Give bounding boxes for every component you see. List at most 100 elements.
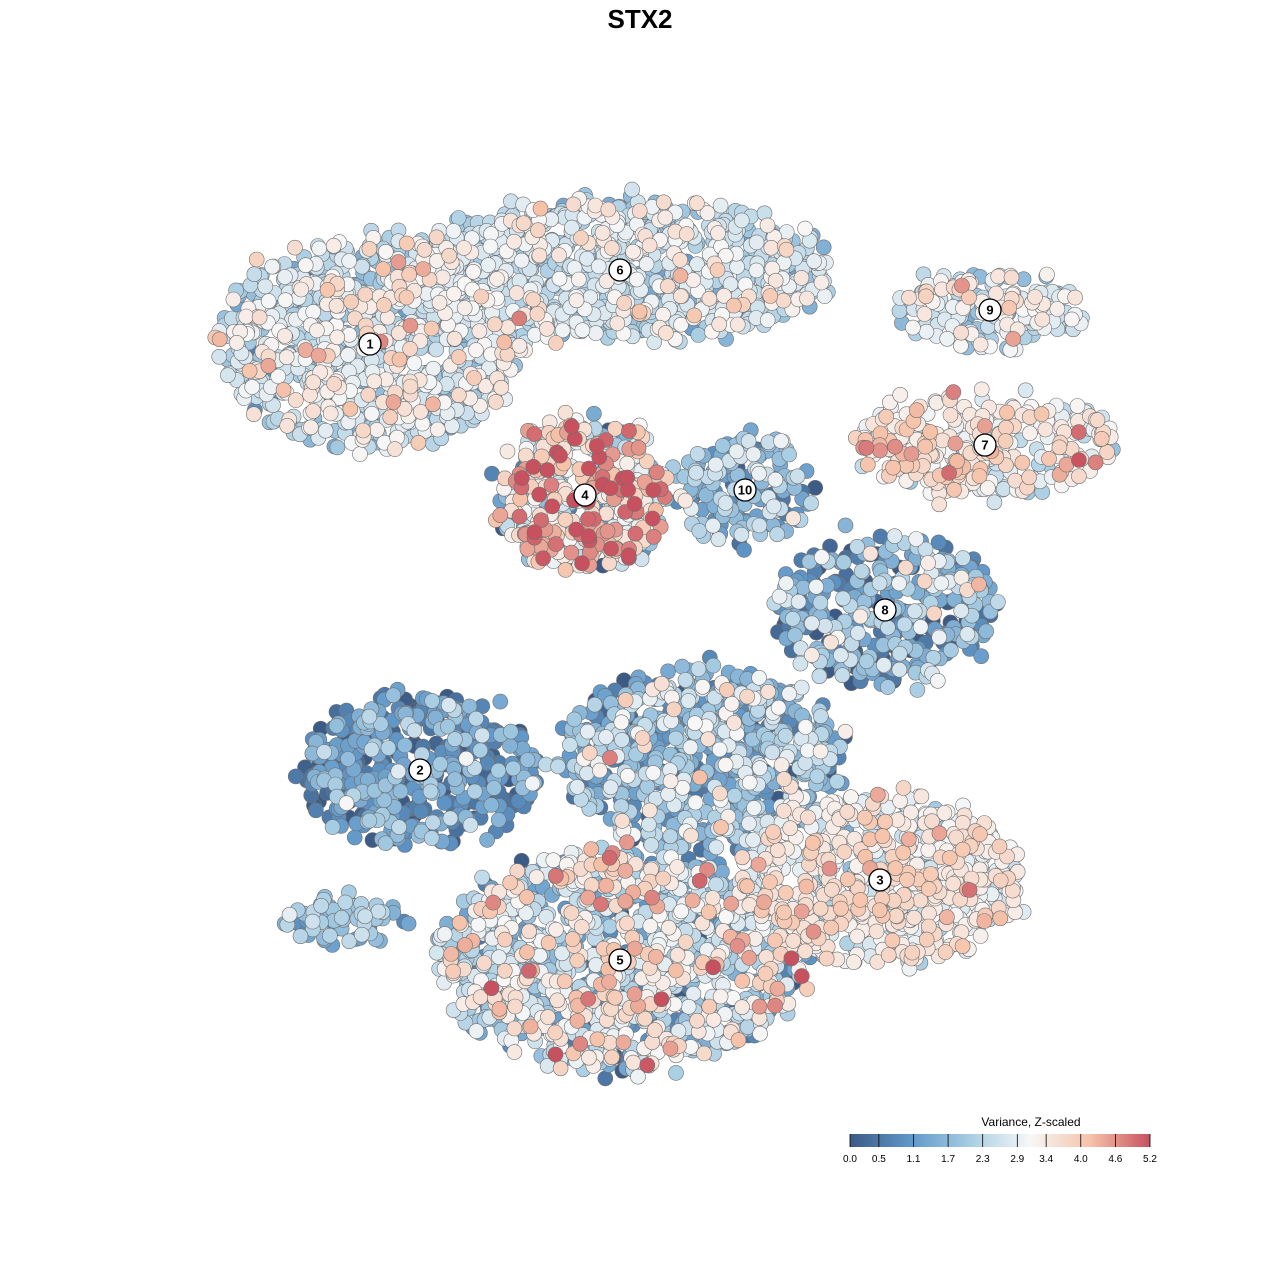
data-point xyxy=(586,696,603,713)
data-point xyxy=(682,739,699,756)
data-point xyxy=(645,765,662,781)
data-point xyxy=(714,437,731,454)
data-point xyxy=(707,456,724,473)
data-point xyxy=(891,661,908,678)
data-point xyxy=(551,270,568,287)
data-point xyxy=(406,355,423,371)
data-point xyxy=(667,730,684,747)
data-point xyxy=(752,1025,768,1042)
data-point xyxy=(361,812,378,829)
data-point xyxy=(483,797,500,813)
data-point xyxy=(691,523,708,539)
data-point xyxy=(361,708,378,725)
data-point xyxy=(745,832,761,848)
data-point xyxy=(660,786,677,803)
data-point xyxy=(357,908,373,925)
data-point xyxy=(708,839,725,856)
data-point xyxy=(876,657,892,673)
data-point xyxy=(1017,382,1034,399)
data-point xyxy=(257,278,274,295)
data-point xyxy=(545,852,562,869)
data-point xyxy=(834,667,851,684)
data-point xyxy=(470,916,487,933)
data-point xyxy=(751,465,767,482)
data-point xyxy=(445,223,462,239)
data-point xyxy=(363,405,380,422)
data-point xyxy=(474,727,491,744)
data-point xyxy=(930,534,947,551)
data-point xyxy=(519,752,536,768)
data-point xyxy=(602,779,619,796)
data-point xyxy=(281,906,298,923)
data-point xyxy=(896,616,913,633)
data-point xyxy=(597,1070,614,1087)
data-point xyxy=(340,751,356,767)
data-point xyxy=(773,433,789,449)
data-point xyxy=(705,657,722,674)
data-point xyxy=(328,717,345,734)
data-point xyxy=(423,830,440,846)
data-point xyxy=(277,269,293,285)
data-point xyxy=(694,678,711,695)
data-point xyxy=(513,252,530,269)
data-point xyxy=(566,711,583,728)
data-point xyxy=(377,244,394,260)
data-point xyxy=(598,729,614,745)
data-point xyxy=(835,590,851,607)
data-point xyxy=(880,619,896,636)
data-point xyxy=(790,593,807,610)
data-point xyxy=(353,926,370,943)
points-layer xyxy=(207,181,1121,1087)
data-point xyxy=(324,819,341,835)
data-point xyxy=(771,588,788,605)
data-point xyxy=(912,619,929,635)
data-point xyxy=(492,693,509,710)
data-point xyxy=(428,944,445,961)
data-point xyxy=(815,239,832,256)
data-point xyxy=(740,433,757,450)
data-point xyxy=(906,603,923,620)
data-point xyxy=(765,498,782,515)
data-point xyxy=(305,304,322,320)
data-point xyxy=(524,775,541,792)
data-point xyxy=(425,360,442,377)
data-point xyxy=(391,819,407,836)
data-point xyxy=(809,768,826,785)
data-point xyxy=(562,737,578,753)
data-point xyxy=(931,629,948,646)
data-point xyxy=(804,615,820,632)
data-point xyxy=(579,723,596,740)
data-point xyxy=(480,257,497,273)
data-point xyxy=(406,722,423,739)
data-point xyxy=(422,783,439,800)
data-point xyxy=(311,240,328,257)
data-point xyxy=(436,926,453,942)
data-point xyxy=(329,439,346,456)
data-point xyxy=(858,653,875,670)
data-point xyxy=(624,181,640,198)
data-point xyxy=(586,405,602,422)
data-point xyxy=(764,744,781,761)
data-point xyxy=(466,783,483,800)
data-point xyxy=(746,800,762,816)
data-point xyxy=(797,719,814,735)
data-point xyxy=(396,737,413,754)
data-point xyxy=(468,1023,485,1039)
data-point xyxy=(741,815,757,832)
data-point xyxy=(297,257,314,274)
data-point xyxy=(574,322,591,339)
data-point xyxy=(770,699,787,716)
data-point xyxy=(447,771,463,788)
data-point xyxy=(211,348,227,365)
data-point xyxy=(797,220,813,237)
data-point xyxy=(705,517,721,534)
data-point xyxy=(400,915,417,932)
data-point xyxy=(850,625,866,641)
data-point xyxy=(392,783,409,800)
data-point xyxy=(690,661,707,677)
data-point xyxy=(891,575,907,592)
data-point xyxy=(986,494,1003,511)
data-point xyxy=(458,750,475,767)
data-point xyxy=(990,594,1006,610)
